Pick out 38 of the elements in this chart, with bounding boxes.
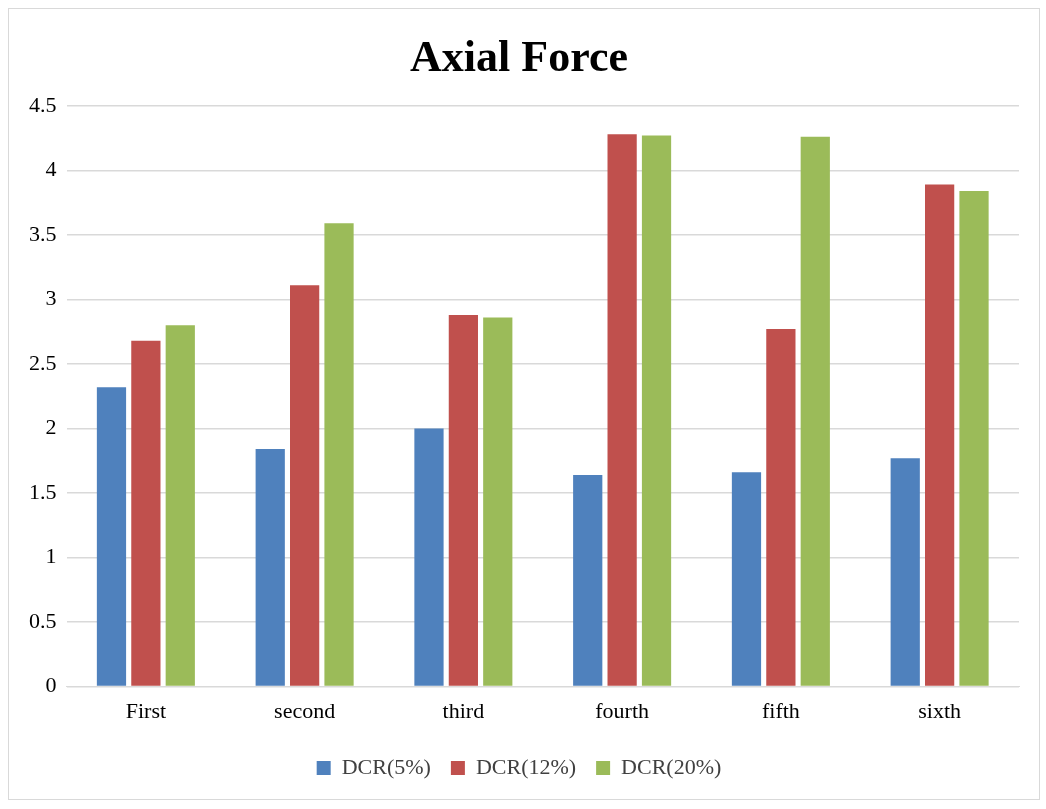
legend-label: DCR(5%) [341,753,431,779]
bar [290,285,320,686]
x-tick-label: sixth [918,697,962,723]
y-tick-label: 0.5 [29,607,57,633]
y-tick-label: 2 [45,414,57,440]
bar [766,329,796,686]
bar [131,340,161,686]
x-tick-label: fourth [595,697,650,723]
x-tick-label: second [274,697,336,723]
bar [255,449,285,686]
x-tick-label: fifth [761,697,800,723]
bar [483,317,513,686]
legend-label: DCR(20%) [621,753,722,779]
legend-label: DCR(12%) [475,753,577,779]
bar [890,458,920,686]
bar [96,387,127,686]
bar [165,325,195,686]
bar [573,474,603,686]
bar [324,223,354,686]
y-tick-label: 4 [45,156,57,182]
bar [414,428,444,686]
y-tick-label: 2.5 [29,349,57,375]
y-tick-label: 1 [45,543,57,569]
x-tick-label: First [125,697,167,723]
bar [731,472,762,686]
chart-title: Axial Force [410,31,628,81]
x-tick-label: third [442,697,485,723]
bar [925,184,955,686]
bar [800,136,830,686]
bar [641,135,672,686]
y-tick-label: 1.5 [29,478,57,504]
y-tick-label: 0 [45,672,57,698]
bar [607,134,637,686]
y-tick-label: 3 [45,285,57,311]
y-tick-label: 3.5 [29,220,57,246]
y-tick-label: 4.5 [29,91,57,117]
bar [959,190,989,686]
bar [448,314,478,686]
